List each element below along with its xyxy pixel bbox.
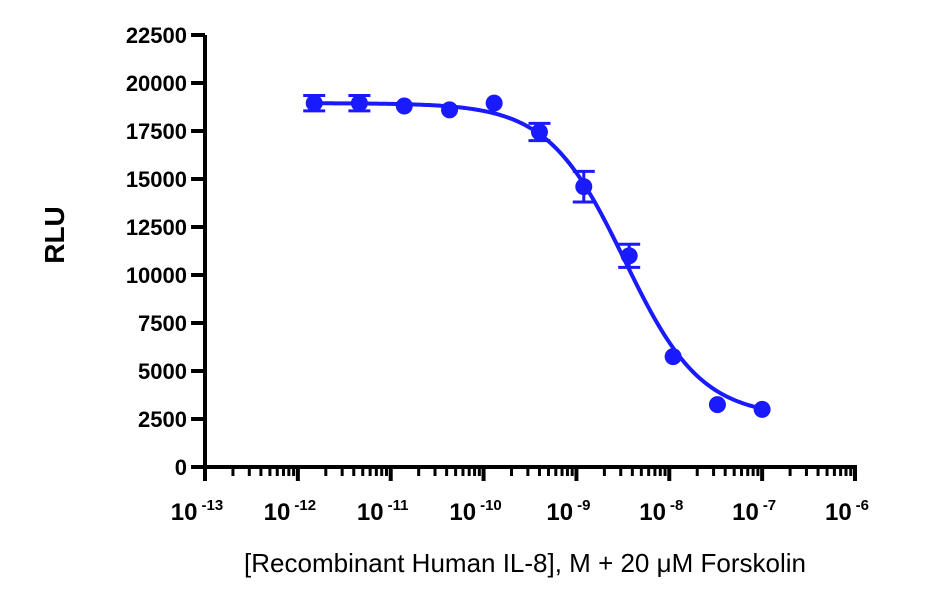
y-tick-label: 2500 xyxy=(138,407,187,432)
x-tick-exponent: -10 xyxy=(480,497,502,514)
x-axis-title: [Recombinant Human IL-8], M + 20 μM Fors… xyxy=(244,548,806,578)
x-tick-base: 10 xyxy=(732,499,759,526)
y-tick-label: 17500 xyxy=(126,119,187,144)
data-point xyxy=(575,178,593,196)
data-point xyxy=(395,97,413,115)
x-tick-base: 10 xyxy=(357,499,384,526)
data-point xyxy=(350,94,368,112)
x-tick-label: 10 -11 xyxy=(357,497,409,526)
y-tick-label: 15000 xyxy=(126,167,187,192)
x-tick-exponent: -7 xyxy=(763,497,776,514)
y-axis-title: RLU xyxy=(39,206,70,264)
x-tick-label: 10 -10 xyxy=(449,497,501,526)
data-points-group xyxy=(303,93,771,418)
data-point xyxy=(753,400,771,418)
x-tick-label: 10 -6 xyxy=(825,497,869,526)
data-point xyxy=(620,247,638,265)
fit-curve xyxy=(314,101,763,411)
data-point xyxy=(530,123,548,141)
data-point xyxy=(441,101,459,119)
x-tick-base: 10 xyxy=(546,499,573,526)
x-tick-label: 10 -13 xyxy=(171,497,223,526)
y-tick-label: 5000 xyxy=(138,359,187,384)
x-tick-label: 10 -12 xyxy=(264,497,316,526)
y-tick-label: 20000 xyxy=(126,71,187,96)
x-axis-ticks: 10 -13 10 -12 10 -11 10 -10 10 -9 10 -8 10 -7 10 -6 xyxy=(171,467,869,526)
x-tick-base: 10 xyxy=(449,499,476,526)
x-tick-base: 10 xyxy=(171,499,198,526)
y-tick-label: 12500 xyxy=(126,215,187,240)
fit-curve-group xyxy=(314,101,763,411)
x-tick-label: 10 -7 xyxy=(732,497,776,526)
x-tick-base: 10 xyxy=(825,499,852,526)
x-tick-exponent: -6 xyxy=(856,497,869,514)
y-tick-label: 10000 xyxy=(126,263,187,288)
data-point xyxy=(485,94,503,112)
x-tick-exponent: -11 xyxy=(388,497,409,514)
x-tick-exponent: -8 xyxy=(670,497,683,514)
x-tick-exponent: -12 xyxy=(294,497,316,514)
x-tick-exponent: -13 xyxy=(202,497,224,514)
x-tick-exponent: -9 xyxy=(577,497,590,514)
y-axis-ticks: 0 2500 5000 7500 10000 12500 15000 17500 20000 22… xyxy=(126,23,205,480)
x-tick-label: 10 -8 xyxy=(639,497,683,526)
data-point xyxy=(664,348,682,366)
y-tick-label: 0 xyxy=(175,455,187,480)
x-tick-base: 10 xyxy=(639,499,666,526)
x-tick-label: 10 -9 xyxy=(546,497,590,526)
x-tick-base: 10 xyxy=(264,499,291,526)
data-point xyxy=(708,396,726,414)
data-point xyxy=(305,94,323,112)
y-tick-label: 7500 xyxy=(138,311,187,336)
y-tick-label: 22500 xyxy=(126,23,187,48)
